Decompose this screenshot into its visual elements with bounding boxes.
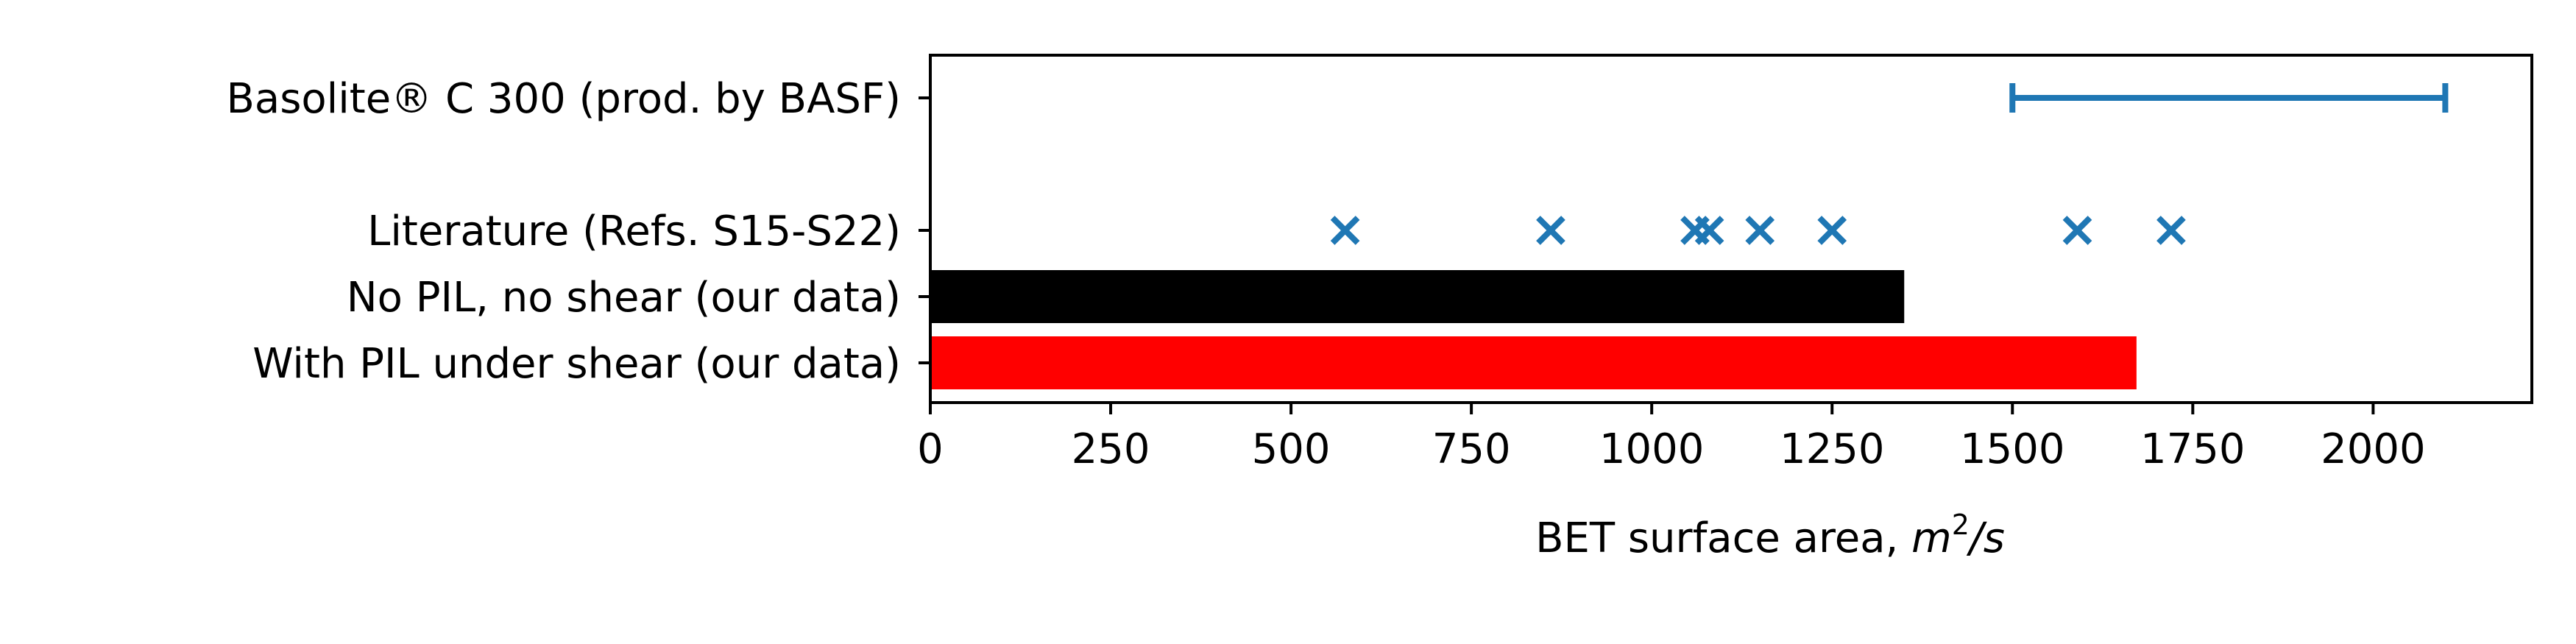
x-tick-label: 500 xyxy=(1252,425,1331,473)
x-axis: 0 250 500 750 1000 1250 1500 1750 2000 xyxy=(917,403,2426,473)
y-category-label: Basolite® C 300 (prod. by BASF) xyxy=(226,75,901,123)
literature-point-marker xyxy=(1817,216,1847,245)
literature-point-marker xyxy=(1330,216,1360,245)
literature-point-marker xyxy=(1536,216,1565,245)
x-tick-label: 250 xyxy=(1072,425,1150,473)
x-tick-label: 1500 xyxy=(1960,425,2065,473)
literature-point-marker xyxy=(2062,216,2092,245)
x-axis-label-tail: /s xyxy=(1966,514,2005,562)
bar xyxy=(930,336,2137,389)
x-axis-label-text: BET surface area, xyxy=(1535,514,1911,562)
x-axis-label-unit: m xyxy=(1911,514,1952,562)
x-tick-label: 1750 xyxy=(2140,425,2246,473)
y-category-label: Literature (Refs. S15-S22) xyxy=(367,208,901,255)
literature-point-marker xyxy=(2156,216,2186,245)
x-tick-label: 1000 xyxy=(1599,425,1705,473)
literature-point-marker xyxy=(1745,216,1775,245)
x-tick-label: 1250 xyxy=(1780,425,1885,473)
plot-area xyxy=(930,83,2449,389)
literature-point-marker xyxy=(1694,216,1724,245)
range-bar xyxy=(2009,83,2449,113)
x-tick-label: 2000 xyxy=(2321,425,2426,473)
y-axis: Basolite® C 300 (prod. by BASF) Literatur… xyxy=(226,75,930,388)
y-category-label: With PIL under shear (our data) xyxy=(252,340,901,388)
x-tick-label: 750 xyxy=(1432,425,1511,473)
x-axis-label-power: 2 xyxy=(1952,509,1970,541)
bar xyxy=(930,270,1905,323)
x-tick-label: 0 xyxy=(917,425,944,473)
x-axis-label: BET surface area, m2/s xyxy=(1535,509,2005,562)
y-category-label: No PIL, no shear (our data) xyxy=(347,274,901,322)
